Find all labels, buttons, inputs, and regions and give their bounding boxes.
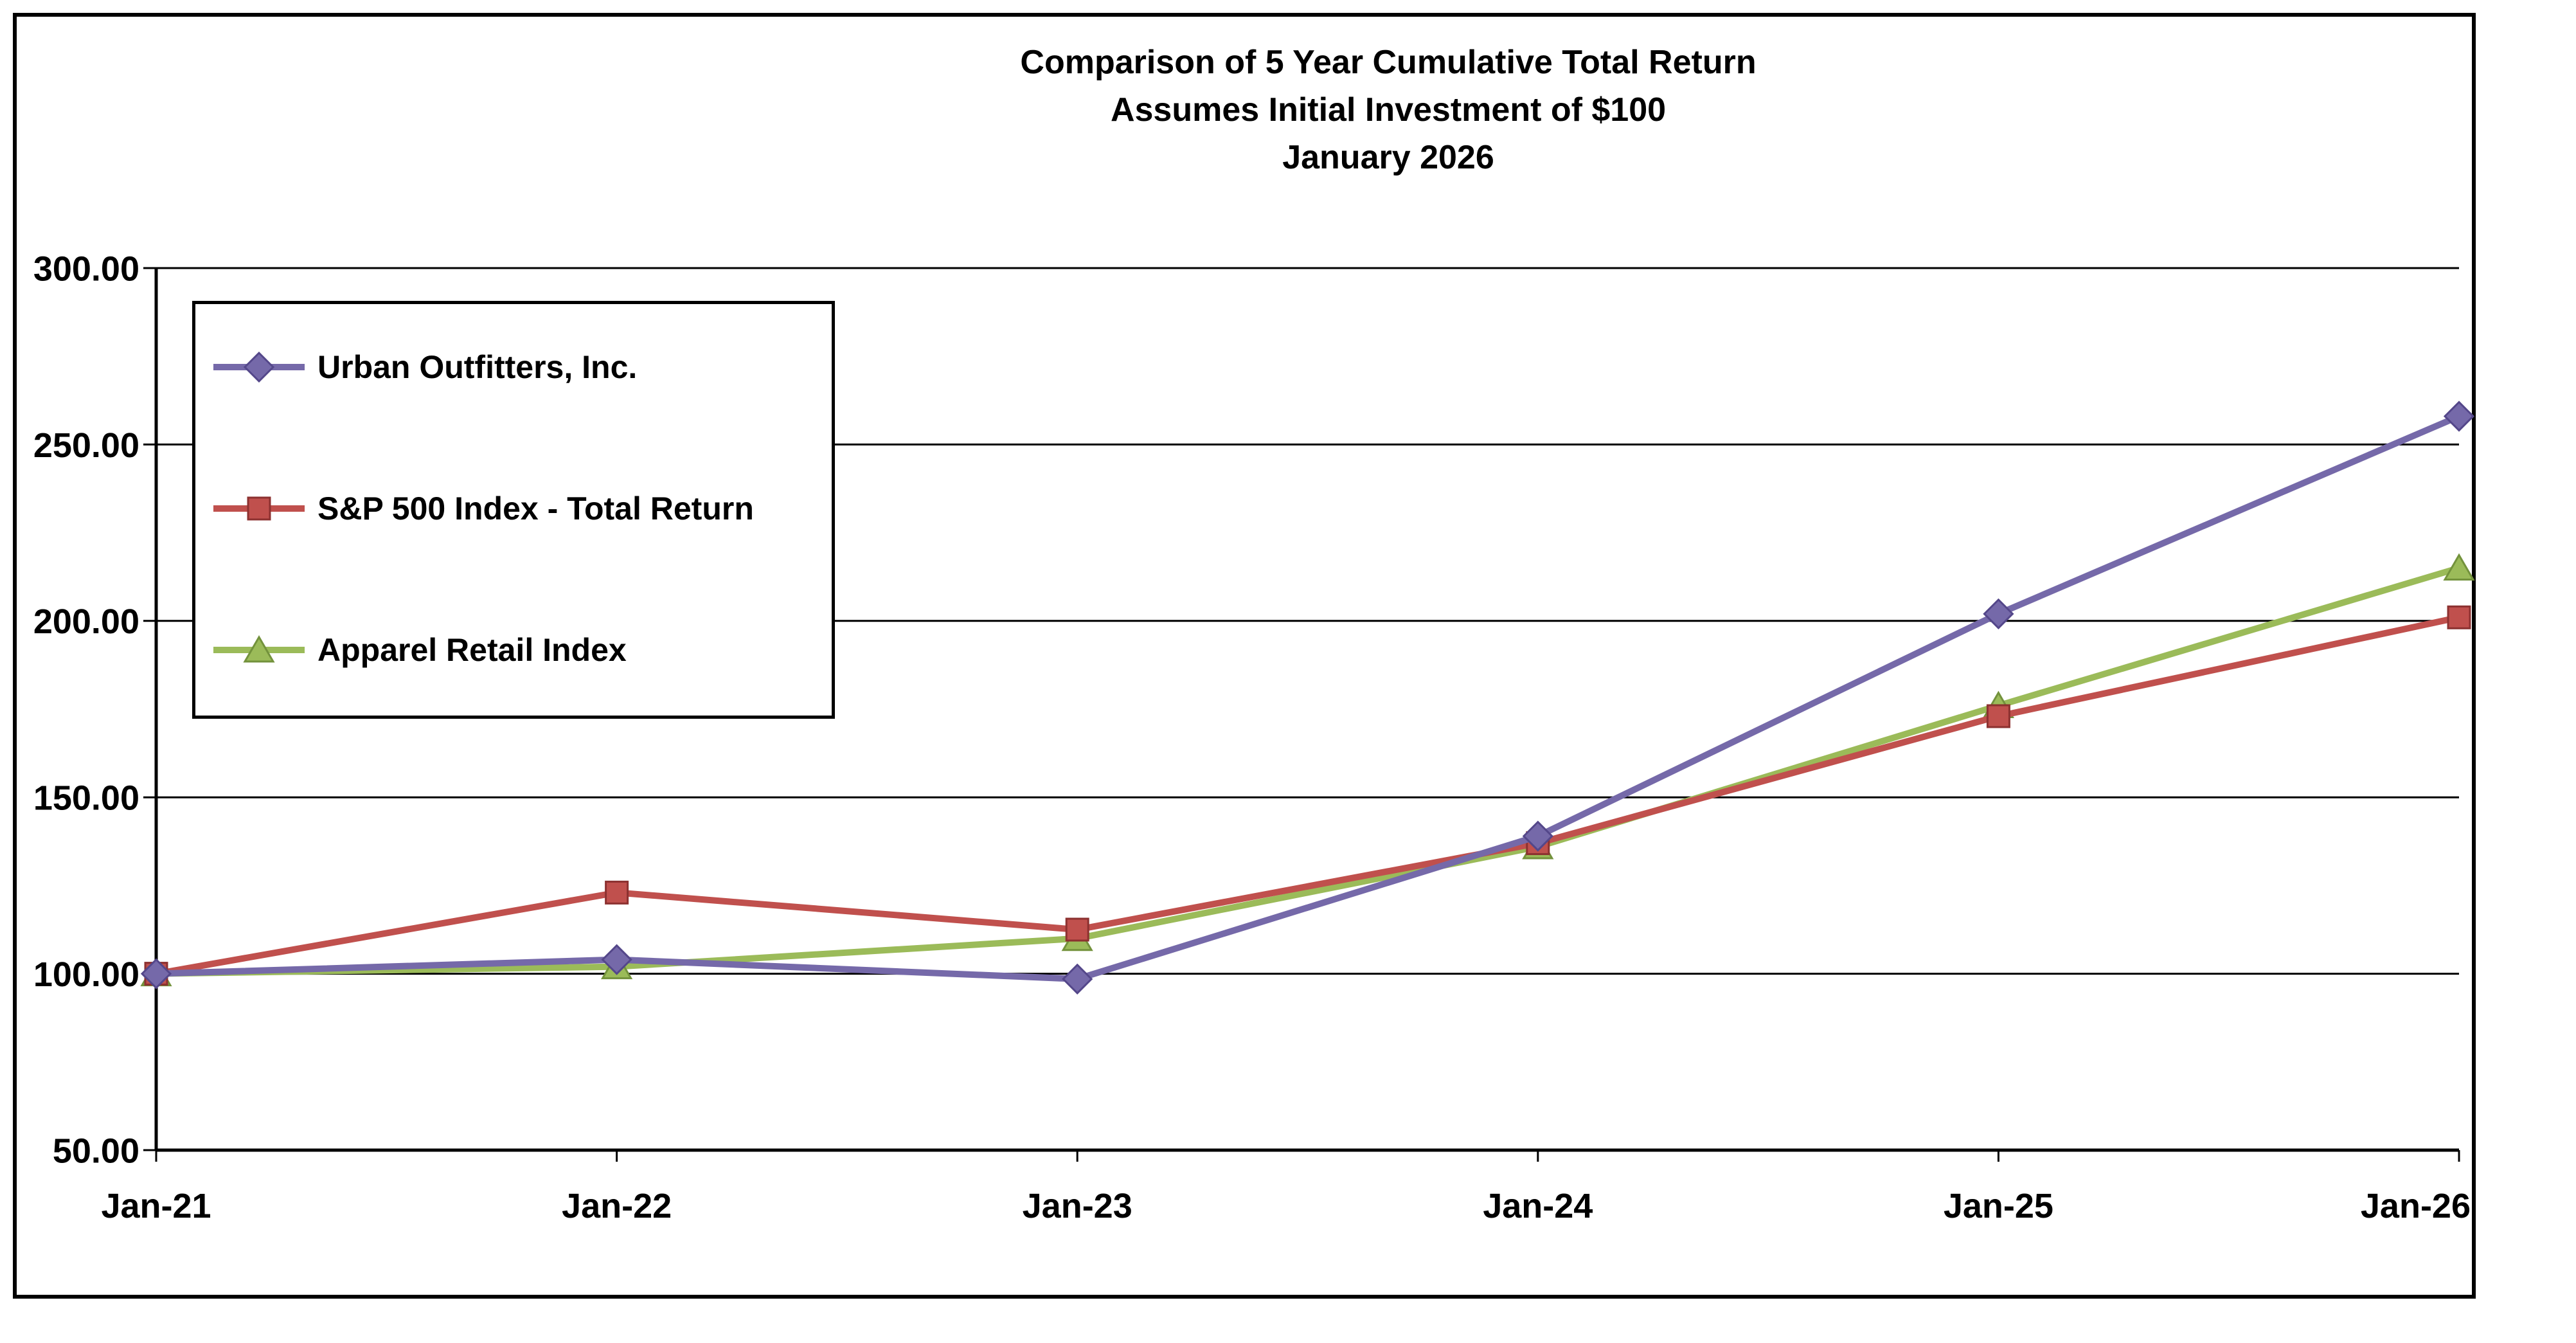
legend-label-urban-outfitters: Urban Outfitters, Inc. (318, 349, 638, 385)
series-marker-urban-outfitters-diamond-icon (1522, 820, 1553, 852)
x-tick-label-0: Jan-21 (101, 1187, 211, 1225)
legend-marker-apparel-retail-index-triangle-icon (243, 635, 275, 663)
x-tick-label-2: Jan-23 (1023, 1187, 1132, 1225)
y-tick-label-200: 200.00 (33, 602, 139, 641)
y-tick-label-150: 150.00 (33, 779, 139, 818)
series-line-urban-outfitters (153, 413, 2462, 982)
legend-swatch-square-icon (213, 496, 305, 521)
series-marker-urban-outfitters-diamond-icon (140, 958, 172, 989)
legend: Urban Outfitters, Inc. S&P 500 Index - T… (192, 301, 835, 719)
series-marker-sp500-total-return-square-icon (2447, 605, 2471, 629)
legend-label-apparel-retail: Apparel Retail Index (318, 632, 627, 668)
series-marker-sp500-total-return-square-icon (1986, 704, 2010, 728)
x-tick-label-1: Jan-22 (562, 1187, 672, 1225)
x-tick-label-4: Jan-25 (1944, 1187, 2053, 1225)
legend-marker-urban-outfitters-diamond-icon (243, 351, 275, 383)
y-tick-label-300: 300.00 (33, 249, 139, 288)
series-marker-sp500-total-return-square-icon (1065, 917, 1089, 942)
y-tick-label-250: 250.00 (33, 426, 139, 465)
legend-item-urban-outfitters: Urban Outfitters, Inc. (195, 341, 832, 393)
series-marker-urban-outfitters-diamond-icon (2443, 401, 2475, 432)
series-marker-urban-outfitters-diamond-icon (1062, 963, 1093, 995)
legend-label-sp500: S&P 500 Index - Total Return (318, 491, 754, 527)
legend-swatch-triangle-icon (213, 635, 305, 663)
series-marker-sp500-total-return-square-icon (605, 880, 629, 905)
x-tick-label-3: Jan-24 (1483, 1187, 1593, 1225)
chart-frame: Comparison of 5 Year Cumulative Total Re… (13, 13, 2476, 1299)
y-tick-label-50: 50.00 (53, 1131, 139, 1170)
series-line-apparel-retail-index (153, 564, 2462, 977)
series-marker-urban-outfitters-diamond-icon (601, 944, 632, 975)
y-tick-label-100: 100.00 (33, 955, 139, 994)
legend-swatch-diamond-icon (213, 351, 305, 383)
plot-area: 50.00 100.00 150.00 200.00 250.00 300.00 Jan-2… (33, 249, 2475, 1225)
series-line-sp500-total-return (153, 614, 2462, 977)
legend-item-apparel-retail: Apparel Retail Index (195, 624, 832, 676)
legend-marker-sp500-total-return-square-icon (247, 496, 271, 521)
series-marker-apparel-retail-index-triangle-icon (2443, 553, 2475, 581)
x-tick-label-5: Jan-26 (2361, 1187, 2471, 1225)
series-marker-urban-outfitters-diamond-icon (1983, 598, 2014, 629)
legend-item-sp500: S&P 500 Index - Total Return (195, 483, 832, 534)
